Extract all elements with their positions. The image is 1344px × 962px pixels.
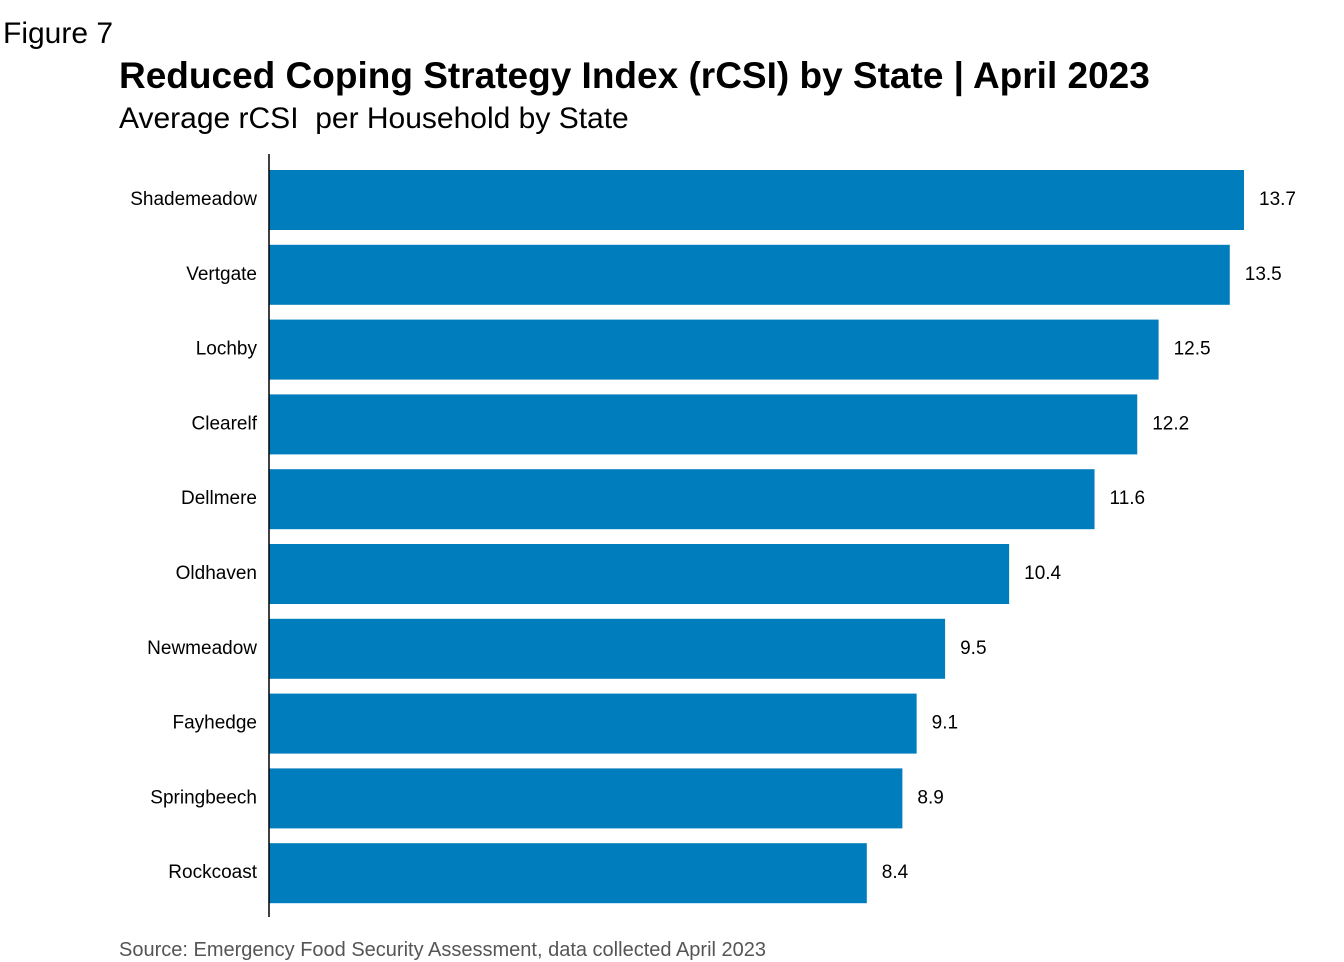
value-label: 8.9	[917, 787, 943, 808]
category-label: Newmeadow	[147, 638, 257, 659]
value-label: 13.7	[1259, 189, 1296, 210]
value-label: 11.6	[1110, 488, 1146, 509]
bar-lochby	[269, 319, 1159, 380]
figure-label: Figure 7	[3, 17, 114, 50]
value-label: 8.4	[882, 862, 909, 883]
bar-vertgate	[269, 244, 1230, 305]
chart-subtitle: Average rCSI per Household by State	[119, 102, 629, 135]
bar-oldhaven	[269, 544, 1010, 604]
category-label: Rockcoast	[168, 862, 257, 883]
category-label: Vertgate	[186, 264, 257, 285]
bar-fayhedge	[269, 693, 917, 754]
value-label: 9.5	[960, 638, 986, 659]
value-labels: 13.7 13.5 12.5 12.2 11.6 10.4 9.5 9.1 8.9 8.4	[882, 189, 1296, 883]
category-label: Shademeadow	[130, 189, 257, 210]
value-label: 12.2	[1152, 413, 1189, 434]
bars-layer	[269, 170, 1244, 904]
value-label: 12.5	[1174, 339, 1211, 360]
value-label: 13.5	[1245, 264, 1282, 285]
bar-shademeadow	[269, 170, 1244, 230]
bar-rockcoast	[269, 843, 867, 904]
category-label: Oldhaven	[176, 563, 257, 584]
category-label: Lochby	[196, 339, 258, 360]
bar-clearelf	[269, 394, 1138, 455]
bar-dellmere	[269, 469, 1095, 530]
category-label: Dellmere	[181, 488, 257, 509]
chart-title: Reduced Coping Strategy Index (rCSI) by …	[119, 55, 1150, 96]
category-label: Springbeech	[150, 787, 257, 808]
category-labels: Shademeadow Vertgate Lochby Clearelf Dellmer…	[130, 189, 257, 883]
category-label: Fayhedge	[172, 713, 257, 734]
value-label: 9.1	[932, 713, 958, 734]
source-note: Source: Emergency Food Security Assessme…	[119, 939, 767, 961]
category-label: Clearelf	[192, 413, 258, 434]
bar-newmeadow	[269, 618, 946, 679]
value-label: 10.4	[1024, 563, 1061, 584]
bar-springbeech	[269, 768, 903, 829]
